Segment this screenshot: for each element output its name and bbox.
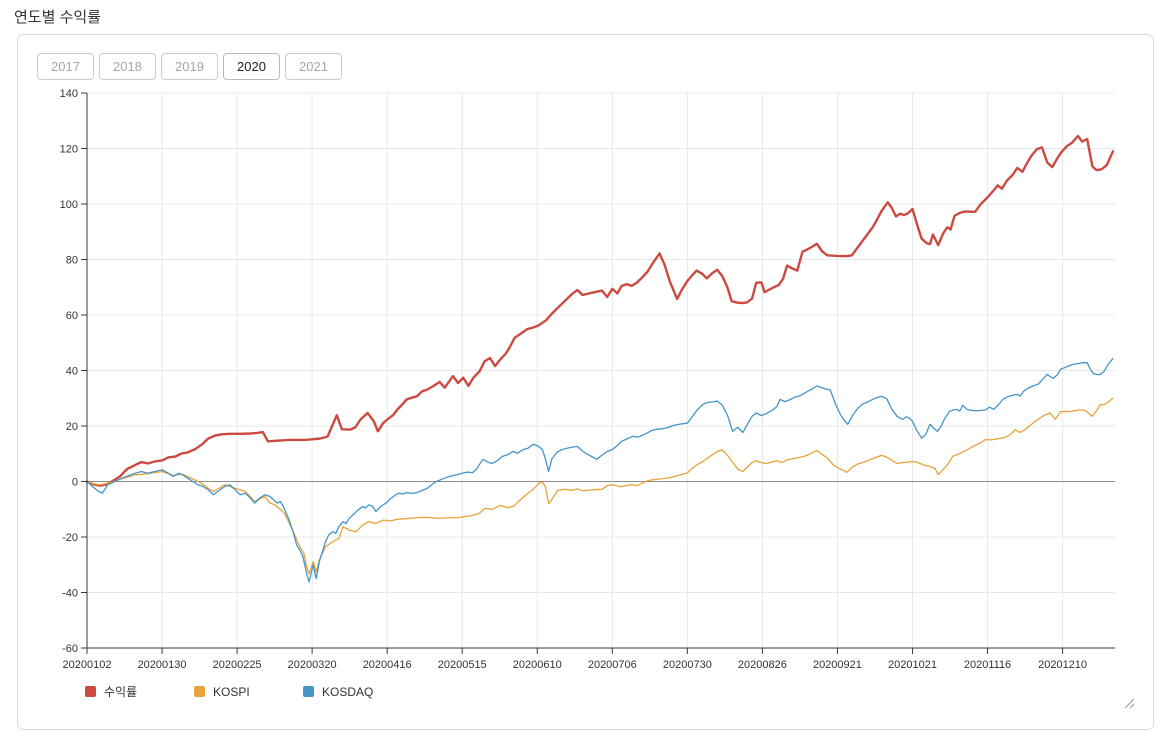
year-tab-2019[interactable]: 2019 <box>161 53 218 80</box>
y-tick-label: 20 <box>66 421 78 433</box>
x-tick-label: 20200921 <box>813 659 862 671</box>
y-tick-label: -20 <box>62 532 78 544</box>
legend-item-kospi[interactable]: KOSPI <box>194 683 303 700</box>
x-tick-label: 20200102 <box>63 659 112 671</box>
year-tab-2017[interactable]: 2017 <box>37 53 94 80</box>
legend-swatch-kosdaq <box>303 686 314 697</box>
legend-item-returns[interactable]: 수익률 <box>85 683 194 700</box>
y-tick-label: 80 <box>66 255 78 267</box>
year-tab-2020[interactable]: 2020 <box>223 53 280 80</box>
year-tab-2018[interactable]: 2018 <box>99 53 156 80</box>
y-tick-label: 100 <box>60 199 78 211</box>
x-tick-label: 20200130 <box>138 659 187 671</box>
chart-panel <box>17 34 1154 730</box>
legend-label-returns: 수익률 <box>104 685 138 699</box>
legend-label-kosdaq: KOSDAQ <box>322 684 374 699</box>
plot-area[interactable] <box>87 93 1115 648</box>
x-tick-label: 20201210 <box>1038 659 1087 671</box>
x-tick-label: 20200416 <box>363 659 412 671</box>
x-tick-label: 20200730 <box>663 659 712 671</box>
year-tab-2021[interactable]: 2021 <box>285 53 342 80</box>
x-tick-label: 20201116 <box>964 659 1011 671</box>
y-tick-label: 60 <box>66 310 78 322</box>
y-tick-label: 40 <box>66 366 78 378</box>
series-line-returns <box>85 134 1115 487</box>
legend-swatch-returns <box>85 686 96 697</box>
series-line-kospi <box>86 397 1114 575</box>
year-tabs: 2017 2018 2019 2020 2021 <box>37 53 342 80</box>
series-line-kosdaq <box>86 357 1114 583</box>
page-title: 연도별 수익률 <box>14 9 101 26</box>
x-tick-label: 20200225 <box>213 659 262 671</box>
x-tick-label: 20200706 <box>588 659 637 671</box>
y-tick-label: 140 <box>60 88 78 100</box>
y-tick-label: 0 <box>72 477 78 489</box>
legend-label-kospi: KOSPI <box>213 684 250 699</box>
x-tick-label: 20201021 <box>888 659 937 671</box>
legend-item-kosdaq[interactable]: KOSDAQ <box>303 683 412 700</box>
legend-swatch-kospi <box>194 686 205 697</box>
x-tick-label: 20200320 <box>288 659 337 671</box>
x-tick-label: 20200515 <box>438 659 487 671</box>
resize-handle-icon[interactable] <box>1122 696 1136 710</box>
chart-legend: 수익률 KOSPI KOSDAQ <box>85 683 412 700</box>
x-tick-label: 20200826 <box>738 659 787 671</box>
y-tick-label: -40 <box>62 588 78 600</box>
resize-grip-lines <box>1124 698 1135 709</box>
y-tick-label: -60 <box>62 643 78 655</box>
y-tick-label: 120 <box>60 144 78 156</box>
x-tick-label: 20200610 <box>513 659 562 671</box>
